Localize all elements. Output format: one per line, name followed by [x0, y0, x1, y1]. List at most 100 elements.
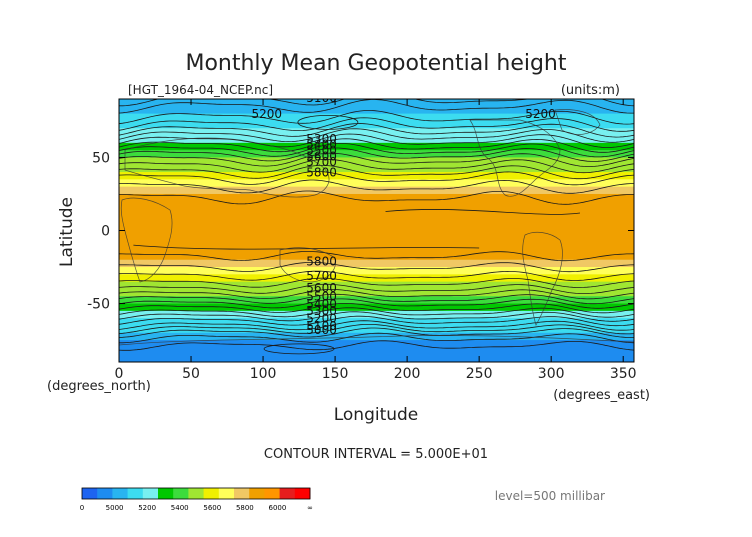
x-tick-label: 150	[322, 366, 349, 382]
coastline-greenland	[554, 109, 601, 135]
height-band	[119, 172, 634, 180]
level-text: level=500 millibar	[495, 489, 605, 503]
height-band	[119, 223, 634, 232]
colorbar-label: 5000	[106, 504, 124, 512]
x-unit-label: (degrees_east)	[553, 388, 650, 403]
height-band	[119, 193, 634, 202]
contour-line	[119, 165, 634, 180]
contour-label: 5200	[306, 312, 337, 326]
contour-line	[119, 320, 634, 331]
contour-line	[119, 303, 634, 314]
contour-label: 5400	[306, 297, 337, 311]
height-band	[119, 230, 634, 239]
contour-label: 5600	[306, 281, 337, 295]
height-band	[119, 340, 634, 348]
coastline-north-america	[469, 119, 561, 197]
contour-line	[119, 110, 634, 125]
contour-label: 5100	[306, 319, 337, 333]
contour-line	[119, 324, 634, 335]
colorbar-swatch	[142, 488, 159, 499]
contour-label: 5400	[306, 138, 337, 152]
height-band	[119, 179, 634, 188]
height-band	[119, 310, 634, 319]
contour-line	[119, 270, 634, 281]
dataset-label: [HGT_1964-04_NCEP.nc]	[128, 83, 273, 97]
contour-line	[119, 117, 634, 132]
colorbar: 0 5000 5200 5400 5600 5800 6000 ∞	[80, 487, 313, 512]
colorbar-swatch	[127, 488, 144, 499]
contour-line	[119, 143, 634, 158]
contour-line	[119, 128, 634, 143]
contour-line	[119, 332, 634, 344]
contour-label: 5800	[306, 255, 337, 269]
contour-label: 5700	[306, 269, 337, 283]
contour-label: 5300	[306, 304, 337, 318]
colorbar-swatch	[218, 488, 235, 499]
contour-line	[119, 327, 634, 338]
contour-line	[133, 244, 480, 250]
contour-label: 5200	[252, 107, 283, 121]
contour-line	[119, 277, 634, 288]
x-tick-label: 100	[250, 366, 277, 382]
contour-line	[119, 311, 634, 322]
contour-line	[263, 343, 335, 355]
colorbar-swatch	[158, 488, 174, 499]
colorbar-swatch	[188, 488, 204, 499]
contour-label: 5800	[306, 165, 337, 179]
contour-line	[119, 262, 634, 273]
contour-line	[119, 190, 634, 205]
x-axis-label: Longitude	[334, 405, 419, 425]
x-axis-ticks: 0 50 100 150 200 250 300 350	[115, 99, 637, 382]
contour-line	[119, 123, 634, 138]
height-band	[119, 150, 634, 159]
colorbar-swatch	[173, 488, 189, 499]
x-tick-label: 0	[115, 366, 124, 382]
height-band	[119, 281, 634, 290]
chart-title: Monthly Mean Geopotential height	[185, 51, 566, 76]
colorbar-swatch	[203, 488, 220, 499]
colorbar-swatch	[112, 488, 128, 499]
y-unit-label: (degrees_north)	[47, 379, 151, 394]
y-tick-label: 50	[92, 150, 110, 166]
colorbar-swatch	[279, 488, 296, 499]
height-band	[119, 186, 634, 195]
contour-line	[119, 99, 634, 114]
height-band	[119, 201, 634, 210]
x-tick-label: 300	[538, 366, 565, 382]
height-band	[119, 296, 634, 305]
colorbar-swatch	[294, 488, 311, 499]
contour-line	[119, 293, 634, 305]
colorbar-label: 0	[80, 504, 84, 512]
height-band	[119, 164, 634, 173]
coastlines	[119, 109, 634, 346]
height-band	[119, 99, 634, 107]
contour-lines	[119, 99, 634, 355]
colorbar-label: 5400	[171, 504, 189, 512]
contour-label: 5100	[306, 91, 337, 105]
contour-line	[119, 171, 634, 186]
colorbar-label: 6000	[269, 504, 287, 512]
contour-line	[119, 133, 634, 148]
y-axis-ticks: 50 0 -50	[87, 150, 634, 313]
y-tick-label: -50	[87, 297, 110, 313]
contour-line	[119, 138, 634, 153]
height-band	[119, 106, 634, 115]
x-tick-label: 350	[610, 366, 637, 382]
contour-label: 5200	[525, 107, 556, 121]
height-band	[119, 252, 634, 261]
y-axis-label: Latitude	[57, 197, 77, 267]
contour-line	[385, 209, 581, 215]
contour-interval-text: CONTOUR INTERVAL = 5.000E+01	[264, 447, 488, 462]
height-band	[119, 128, 634, 137]
y-tick-label: 0	[101, 224, 110, 240]
contour-label: 5300	[306, 132, 337, 146]
coastline-antarctica	[119, 335, 634, 346]
colorbar-swatch	[97, 488, 113, 499]
colorbar-frame	[81, 487, 311, 500]
contour-label: 5600	[306, 149, 337, 163]
coastline-south-america	[522, 231, 563, 326]
contour-line	[119, 179, 634, 194]
